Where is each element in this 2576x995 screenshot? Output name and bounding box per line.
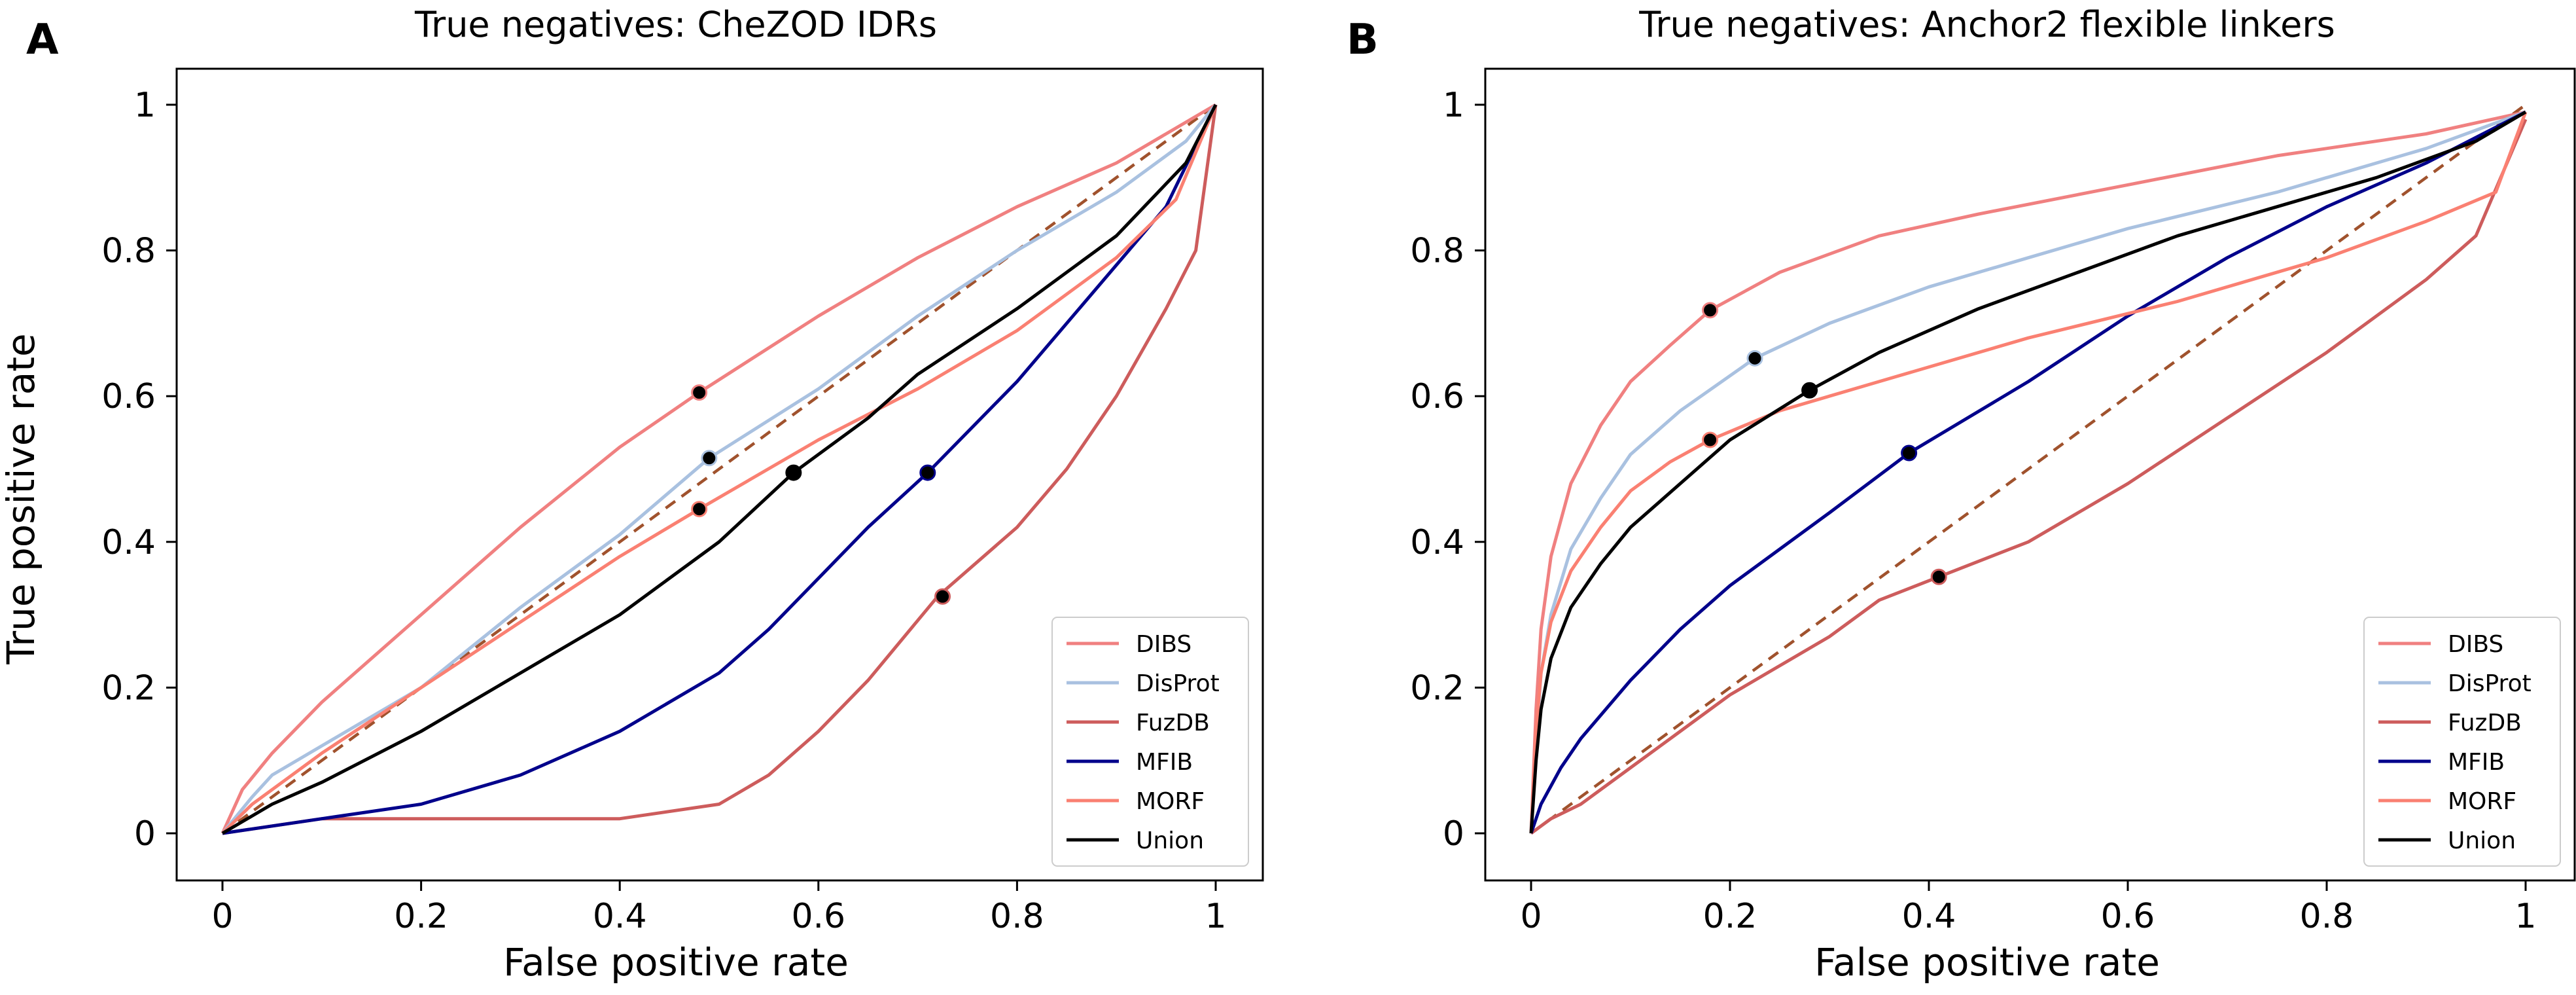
panel-a-y-tick-label: 0.8 bbox=[101, 232, 156, 271]
panel-b-legend-label-disprot: DisProt bbox=[2448, 670, 2532, 697]
panel-b-x-tick-label: 0.4 bbox=[1902, 897, 1956, 936]
panel-b-legend: DIBS DisProt FuzDB MFIB MORF Union bbox=[2363, 617, 2561, 867]
panel-a-x-tick-label: 0.6 bbox=[791, 897, 845, 936]
panel-a-title: True negatives: CheZOD IDRs bbox=[414, 4, 937, 45]
panel-a-x-tick-label: 1 bbox=[1205, 897, 1226, 936]
panel-b-legend-label-morf: MORF bbox=[2448, 788, 2516, 815]
panel-b-y-tick-label: 0.4 bbox=[1410, 523, 1464, 562]
panel-a-y-tick-label: 0.6 bbox=[101, 377, 156, 416]
panel-b-x-axis-label: False positive rate bbox=[1814, 940, 2160, 985]
panel-b-title: True negatives: Anchor2 flexible linkers bbox=[1638, 4, 2335, 45]
panel-b-y-tick-label: 0.6 bbox=[1410, 377, 1464, 416]
panel-a-marker-mfib bbox=[919, 464, 936, 481]
panel-b-series-dibs bbox=[1529, 110, 2526, 834]
panel-a-legend-label-union: Union bbox=[1136, 827, 1204, 854]
panel-b-x-tick-label: 0 bbox=[1520, 897, 1542, 936]
panel-a-marker-morf bbox=[691, 501, 708, 518]
panel-a-legend-label-disprot: DisProt bbox=[1136, 670, 1220, 697]
panel-b-legend-label-fuzdb: FuzDB bbox=[2448, 710, 2522, 736]
panel-a-y-tick-label: 0 bbox=[134, 814, 156, 854]
panel-b-plot: 0 0.2 0.4 0.6 0.8 1 0 0.2 0.4 0.6 0.8 1 DIBS DisProt F… bbox=[1410, 67, 2576, 936]
panel-a-x-tick-label: 0.2 bbox=[394, 897, 448, 936]
panel-a-y-tick-label: 1 bbox=[134, 86, 156, 125]
panel-a-y-tick-label: 0.4 bbox=[101, 523, 156, 562]
panel-b-series-fuzdb bbox=[1530, 118, 2528, 835]
panel-b-series-mfib bbox=[1529, 110, 2527, 834]
panel-b-y-tick-label: 0.8 bbox=[1410, 232, 1464, 271]
panel-a-x-tick-label: 0.4 bbox=[593, 897, 647, 936]
panel-b-y-tick-label: 1 bbox=[1443, 86, 1464, 125]
panel-a-legend-label-dibs: DIBS bbox=[1136, 631, 1191, 658]
panel-a-marker-dibs bbox=[691, 384, 708, 401]
panel-a-series-mfib bbox=[222, 103, 1218, 835]
panel-b-legend-box bbox=[2363, 617, 2561, 867]
panel-a-series-dibs bbox=[221, 103, 1217, 835]
panel-a-series-union bbox=[221, 103, 1218, 835]
panel-b-legend-label-union: Union bbox=[2448, 827, 2516, 854]
panel-b-axes-frame bbox=[1484, 67, 2576, 882]
panel-a-x-axis-label: False positive rate bbox=[503, 940, 849, 985]
panel-b-diagonal-reference-line bbox=[1530, 103, 2527, 835]
panel-b-series-union bbox=[1529, 110, 2527, 834]
panel-b-marker-union bbox=[1801, 382, 1818, 399]
panel-a-series-disprot bbox=[221, 103, 1217, 835]
panel-a-legend-label-morf: MORF bbox=[1136, 788, 1205, 815]
panel-a-series-morf bbox=[221, 104, 1218, 835]
panel-letter-b: B bbox=[1347, 16, 1379, 64]
panel-a-x-tick-label: 0 bbox=[211, 897, 233, 936]
panel-a-legend-box bbox=[1051, 617, 1249, 867]
panel-a-legend-label-fuzdb: FuzDB bbox=[1136, 710, 1210, 736]
panel-b-legend-label-dibs: DIBS bbox=[2448, 631, 2503, 658]
panel-a-diagonal-reference-line bbox=[221, 103, 1217, 835]
panel-b-y-tick-label: 0.2 bbox=[1410, 668, 1464, 708]
panel-a-y-tick-label: 0.2 bbox=[101, 668, 156, 708]
panel-a-axes-frame bbox=[175, 67, 1264, 882]
panel-a-marker-union bbox=[785, 464, 802, 481]
panel-b-marker-mfib bbox=[1901, 444, 1918, 461]
panel-b-x-tick-label: 0.8 bbox=[2300, 897, 2354, 936]
panel-a-marker-disprot bbox=[701, 450, 718, 467]
panel-b-marker-fuzdb bbox=[1930, 568, 1947, 585]
panel-a-legend-label-mfib: MFIB bbox=[1136, 749, 1193, 776]
panel-b-legend-label-mfib: MFIB bbox=[2448, 749, 2505, 776]
panel-a-marker-fuzdb bbox=[934, 588, 951, 605]
panel-a-legend: DIBS DisProt FuzDB MFIB MORF Union bbox=[1051, 617, 1249, 867]
panel-b-x-tick-label: 0.2 bbox=[1703, 897, 1757, 936]
panel-a-y-axis-label: True positive rate bbox=[0, 333, 43, 664]
panel-b-marker-disprot bbox=[1746, 350, 1763, 367]
panel-b-y-tick-label: 0 bbox=[1443, 814, 1464, 854]
panel-b-x-tick-label: 0.6 bbox=[2101, 897, 2155, 936]
panel-b-marker-dibs bbox=[1702, 302, 1719, 319]
panel-b-x-tick-label: 1 bbox=[2514, 897, 2536, 936]
panel-letter-a: A bbox=[26, 16, 59, 64]
panel-a-x-tick-label: 0.8 bbox=[990, 897, 1044, 936]
panel-a-plot: 0 0.2 0.4 0.6 0.8 1 0 0.2 0.4 0.6 0.8 1 DIBS DisProt F… bbox=[101, 67, 1264, 936]
panel-b-marker-morf bbox=[1702, 431, 1719, 448]
panel-a-series-fuzdb bbox=[222, 104, 1218, 835]
